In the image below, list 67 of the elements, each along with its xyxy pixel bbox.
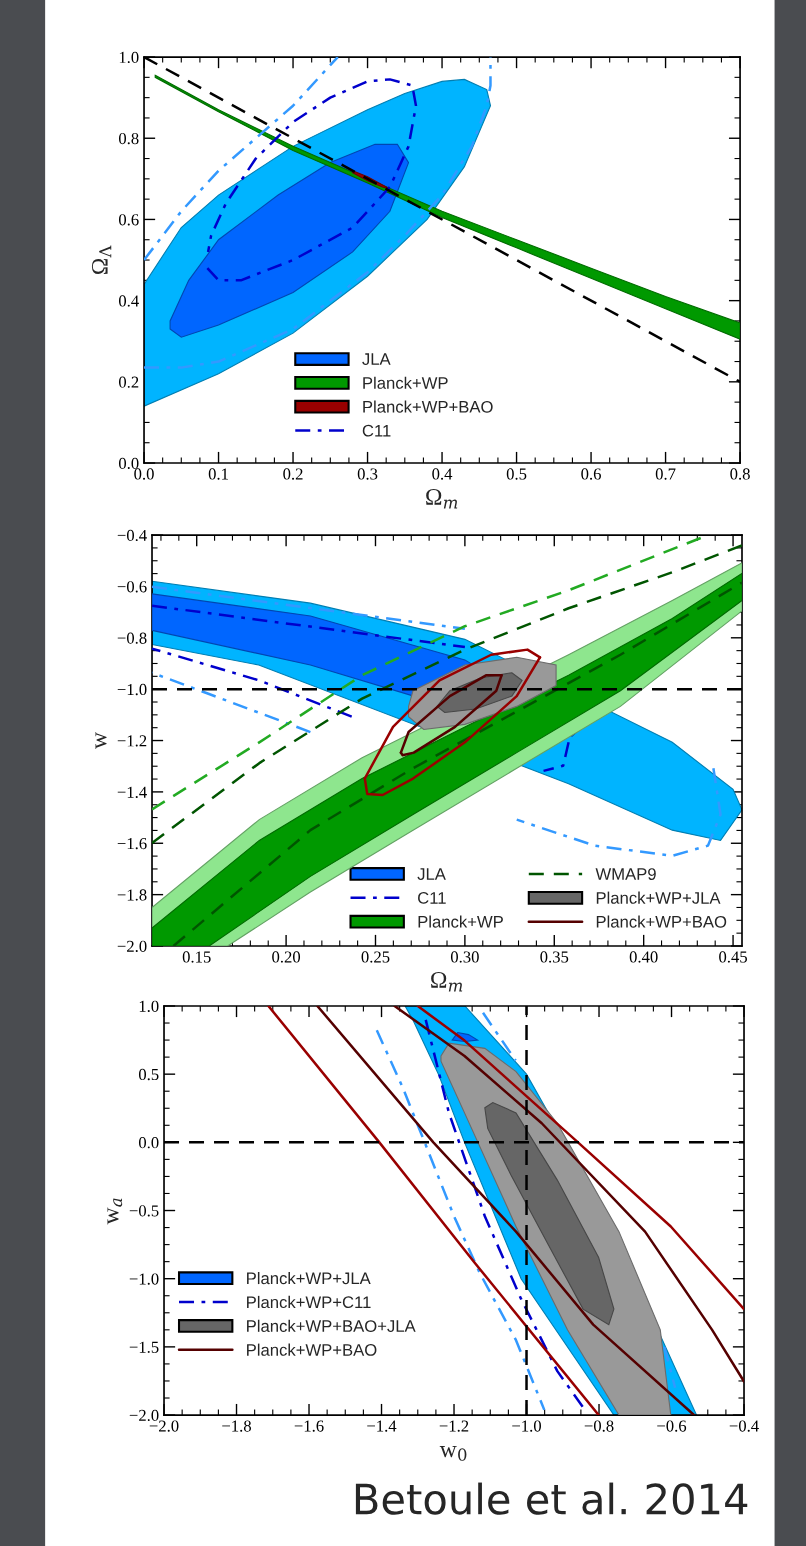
y-tick-label: 0.5 [138,1068,159,1081]
y-tick-label: 0.4 [118,295,139,307]
x-tick-label: 0.35 [540,951,569,963]
x-tick-label: 0.7 [655,468,676,480]
y-tick-label: 0.6 [118,214,139,226]
x-tick-label: 0.25 [361,951,390,963]
text: Betoule et al. 2014 [355,1482,748,1515]
y-tick-label: 1.0 [119,51,139,64]
legend-label: Planck+WP+BAO [596,915,727,928]
legend-label: Planck+WP [418,915,503,928]
legend-label: WMAP9 [595,868,656,880]
y-tick-label: 0.0 [138,1137,159,1149]
legend-label: JLA [362,353,391,365]
x-tick-label: 0.5 [506,468,527,480]
y-tick-label: 0.8 [118,132,139,145]
y-axis-title: w [95,732,107,750]
x-tick-label: 0.4 [432,468,453,480]
legend-label: Planck+WP [363,376,448,389]
y-tick-label: −2.0 [129,1409,159,1422]
y-tick-label: −0.4 [117,529,147,542]
y-tick-label: −1.5 [129,1341,159,1353]
y-axis-title: Ω$_{Λ}$ [91,245,112,275]
x-tick-label: 0.8 [730,468,750,480]
y-tick-label: −1.8 [117,889,147,901]
x-tick-label: −1.4 [367,1420,397,1432]
y-axis-title: w$_{a}$ [107,1198,123,1225]
x-tick-label: 0.40 [629,951,658,963]
x-tick-label: 0.2 [283,468,303,480]
x-axis-title: Ω$_{m}$ [426,489,458,509]
legend-label: Planck+WP+C11 [247,1295,371,1309]
x-tick-label: 0.45 [719,951,747,963]
x-tick-label: 0.3 [357,468,378,480]
x-axis-title: w$_{0}$ [439,1446,467,1461]
x-tick-label: −0.8 [584,1420,614,1432]
x-tick-label: −1.2 [439,1420,469,1432]
legend-label: Planck+WP+JLA [247,1272,371,1285]
y-tick-label: −1.0 [129,1273,159,1285]
legend-label: Planck+WP+BAO+JLA [247,1319,416,1332]
legend-label: Planck+WP+BAO [247,1343,377,1356]
x-tick-label: −1.6 [294,1420,324,1432]
y-tick-label: −1.2 [117,735,147,747]
legend-label: Planck+WP+BAO [363,400,493,413]
y-tick-label: −1.4 [117,786,147,798]
legend-label: C11 [362,424,391,437]
x-tick-label: 0.30 [450,951,479,963]
y-tick-label: −1.0 [117,683,147,696]
x-tick-label: 0.6 [581,468,601,480]
y-tick-label: −0.6 [117,581,147,593]
y-tick-label: −2.0 [117,940,147,953]
x-tick-label: −1.8 [222,1420,251,1432]
x-tick-label: 0.1 [208,468,228,480]
x-tick-label: 0.20 [272,951,301,963]
x-tick-label: −0.6 [657,1420,687,1432]
x-tick-label: −2.0 [149,1420,179,1432]
x-tick-label: −1.0 [512,1420,541,1432]
y-tick-label: 0.0 [118,457,139,470]
legend-label: JLA [417,868,446,880]
y-tick-label: −1.6 [117,838,147,850]
y-tick-label: −0.5 [129,1205,159,1217]
x-tick-label: −0.4 [729,1420,759,1432]
legend-label: Planck+WP+JLA [596,891,721,904]
y-tick-label: 1.0 [139,1000,159,1012]
x-axis-title: Ω$_{m}$ [431,972,463,992]
legend-label: C11 [418,892,446,904]
x-tick-label: 0.15 [182,951,211,963]
y-tick-label: 0.2 [118,376,139,388]
y-tick-label: −0.8 [117,632,147,644]
